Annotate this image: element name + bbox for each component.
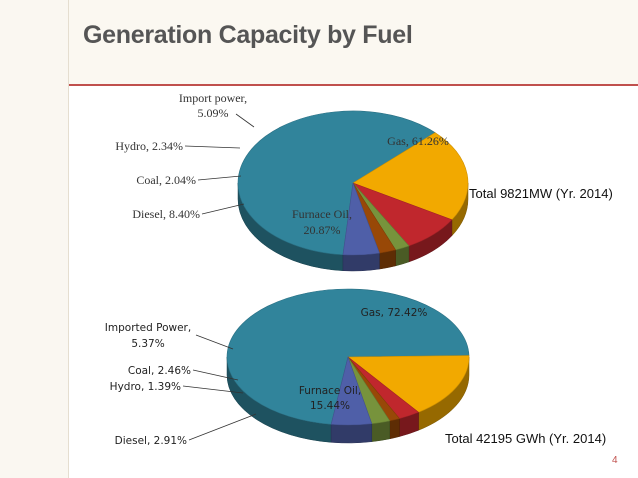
slide-title: Generation Capacity by Fuel — [83, 21, 413, 49]
leader-line-coal — [192, 369, 239, 381]
left-decorative-band — [0, 0, 69, 478]
data-label-furnace_oil: Furnace Oil, 15.44% — [299, 385, 361, 412]
title-accent-rule — [69, 84, 638, 86]
page-number: 4 — [612, 455, 618, 466]
leader-line-diesel — [201, 203, 245, 215]
pie-chart-1: Gas, 61.26% Furnace Oil, 20.87% Diesel, 8.4… — [115, 91, 469, 272]
leader-line-hydro — [184, 145, 241, 149]
leader-line-coal — [197, 175, 242, 181]
data-label-coal: Coal, 2.04% — [136, 173, 196, 187]
pie-1-side-walls — [237, 182, 469, 272]
slice-import — [342, 182, 380, 256]
data-label-coal: Coal, 2.46% — [128, 365, 191, 377]
slice-import — [330, 355, 373, 426]
leader-line-diesel — [188, 413, 257, 441]
slice-side-import — [330, 423, 373, 444]
data-label-gas: Gas, 61.26% — [387, 134, 449, 148]
slice-side-coal — [371, 420, 391, 442]
data-label-hydro: Hydro, 2.34% — [115, 139, 183, 153]
chart1-total-label: Total 9821MW (Yr. 2014) — [469, 186, 613, 201]
leader-line-import — [235, 113, 255, 128]
slice-side-hydro — [389, 418, 400, 440]
title-band — [69, 0, 638, 84]
data-label-hydro: Hydro, 1.39% — [110, 381, 181, 393]
leader-line-import — [195, 334, 234, 350]
slice-furnace_oil — [352, 132, 469, 221]
data-label-import: Imported Power, 5.37% — [105, 322, 191, 350]
data-label-gas: Gas, 72.42% — [361, 307, 428, 319]
slice-gas — [237, 110, 436, 256]
pie-chart-2: Gas, 72.42% Furnace Oil, 15.44% Diesel, 2.9… — [105, 288, 470, 447]
slice-furnace_oil — [347, 355, 470, 413]
data-label-diesel: Diesel, 2.91% — [115, 435, 187, 447]
chart2-total-label: Total 42195 GWh (Yr. 2014) — [445, 431, 607, 446]
leader-line-hydro — [182, 385, 244, 394]
data-label-furnace_oil: Furnace Oil, 20.87% — [292, 207, 352, 237]
slice-side-import — [342, 252, 380, 272]
data-label-import: Import power, 5.09% — [179, 91, 247, 120]
data-label-diesel: Diesel, 8.40% — [132, 207, 200, 221]
